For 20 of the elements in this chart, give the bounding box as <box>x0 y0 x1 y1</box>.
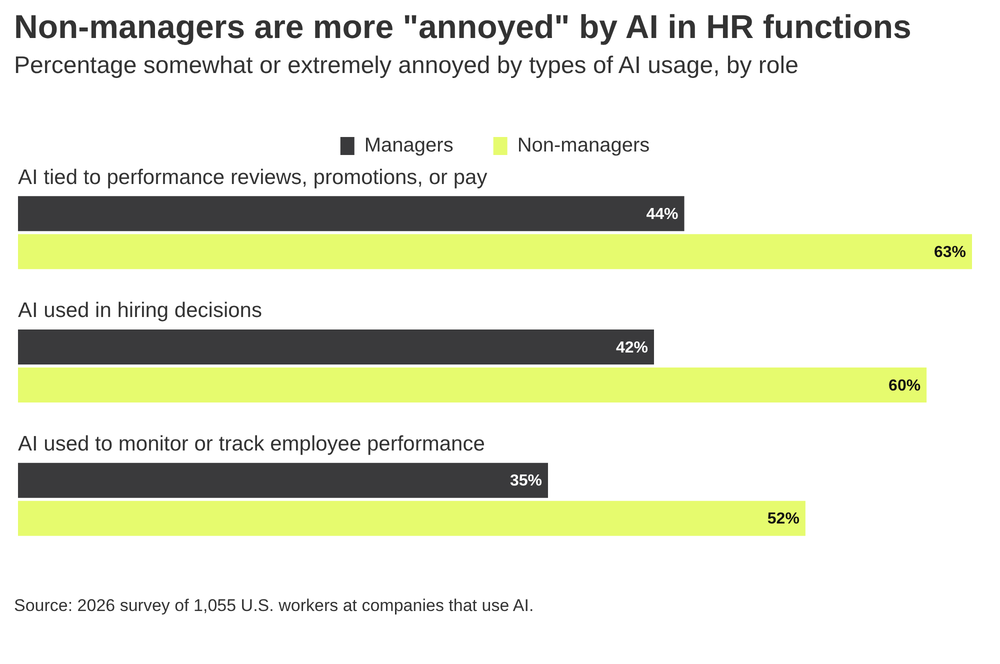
source-note: Source: 2026 survey of 1,055 U.S. workers at companies that use AI. <box>14 596 535 616</box>
y-tick-label: AI used in hiring decisions <box>18 299 262 322</box>
legend-label: Managers <box>364 134 454 157</box>
y-tick-label: AI used to monitor or track employee performance <box>18 432 485 456</box>
data-label: 44% <box>646 206 678 224</box>
data-label: 60% <box>888 377 921 394</box>
y-tick-label: AI tied to performance reviews, promotions, or pay <box>18 166 488 189</box>
chart-title: Non-managers are more "annoyed" by AI in HR functions <box>14 8 912 46</box>
bar <box>18 330 654 364</box>
bar <box>18 368 927 402</box>
chart-subtitle: Percentage somewhat or extremely annoyed by types of AI usage, by role <box>14 52 800 80</box>
bar <box>18 500 806 536</box>
data-label: 42% <box>616 339 648 356</box>
bar <box>18 196 684 232</box>
legend-label: Non-managers <box>517 134 650 157</box>
data-label: 35% <box>510 472 542 490</box>
data-label: 52% <box>767 510 800 528</box>
bar <box>18 234 972 270</box>
data-label: 63% <box>934 244 966 262</box>
bar <box>18 462 548 498</box>
